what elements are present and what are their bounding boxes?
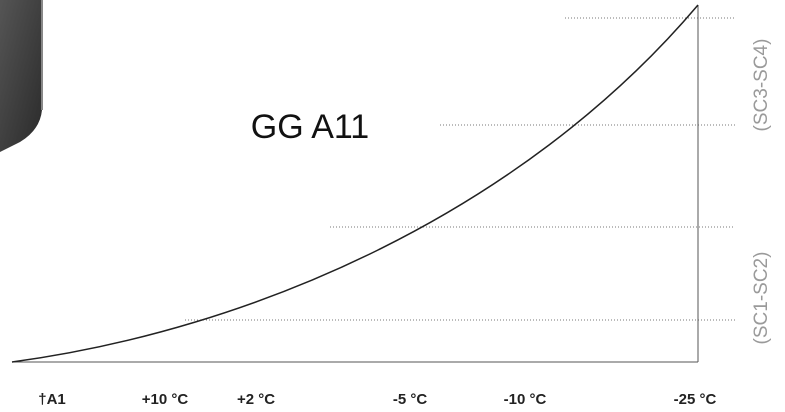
bottom-label: -10 °C xyxy=(504,391,547,408)
product-image xyxy=(0,0,43,152)
side-label: (SC1-SC2) xyxy=(751,252,772,345)
bottom-label: †A1 xyxy=(38,391,66,408)
bottom-label: -5 °C xyxy=(393,391,428,408)
title: GG A11 xyxy=(251,108,369,146)
side-label: (SC3-SC4) xyxy=(751,39,772,132)
bottom-label: +2 °C xyxy=(237,391,275,408)
bottom-label: -25 °C xyxy=(674,391,717,408)
curve xyxy=(11,4,699,363)
bottom-label: +10 °C xyxy=(142,391,189,408)
